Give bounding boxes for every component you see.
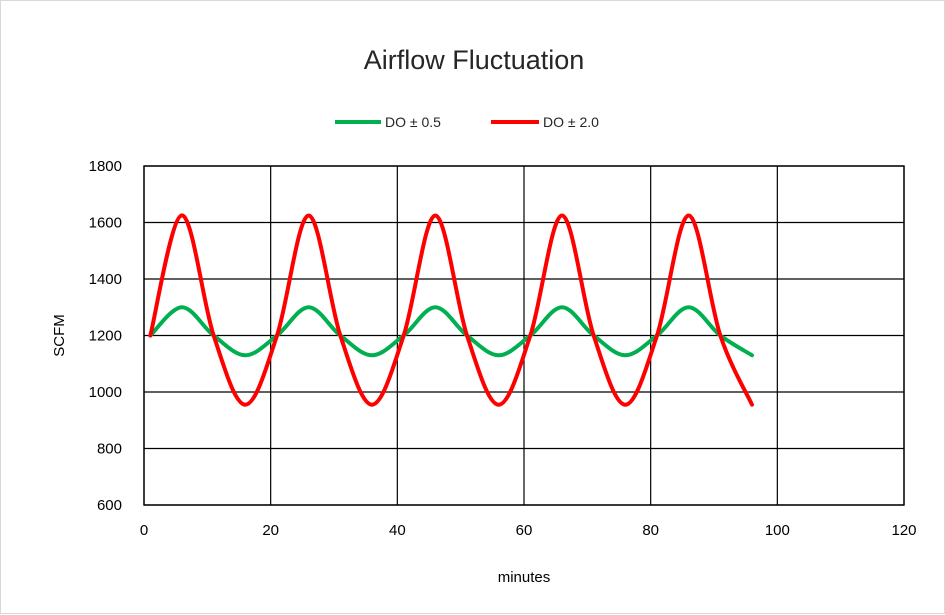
- plot-area-border: [143, 165, 905, 506]
- y-tick-label: 1600: [89, 215, 122, 232]
- y-tick-label: 600: [97, 497, 122, 514]
- y-tick-label: 800: [97, 441, 122, 458]
- series-lines: [148, 213, 754, 407]
- gridlines: [143, 165, 905, 506]
- chart-text: 600 800 1000 1200 1400 1600 1800 0 20 40 60 80 100 12…: [51, 45, 917, 586]
- legend: DO ± 0.5 DO ± 2.0: [335, 114, 599, 130]
- axes: [143, 165, 905, 506]
- x-tick-label: 20: [262, 522, 279, 539]
- x-tick-label: 60: [516, 522, 533, 539]
- y-tick-label: 1200: [89, 328, 122, 345]
- y-tick-label: 1800: [89, 158, 122, 175]
- y-tick-label: 1400: [89, 271, 122, 288]
- y-axis-label: SCFM: [51, 314, 68, 357]
- legend-label-1: DO ± 0.5: [385, 114, 441, 130]
- series-line-2: [148, 213, 754, 407]
- x-tick-label: 0: [140, 522, 148, 539]
- chart-title: Airflow Fluctuation: [364, 45, 585, 75]
- x-tick-label: 100: [765, 522, 790, 539]
- x-tick-label: 120: [891, 522, 916, 539]
- x-tick-label: 40: [389, 522, 406, 539]
- legend-label-2: DO ± 2.0: [543, 114, 599, 130]
- x-tick-label: 80: [642, 522, 659, 539]
- x-axis-label: minutes: [498, 569, 551, 586]
- y-tick-label: 1000: [89, 384, 122, 401]
